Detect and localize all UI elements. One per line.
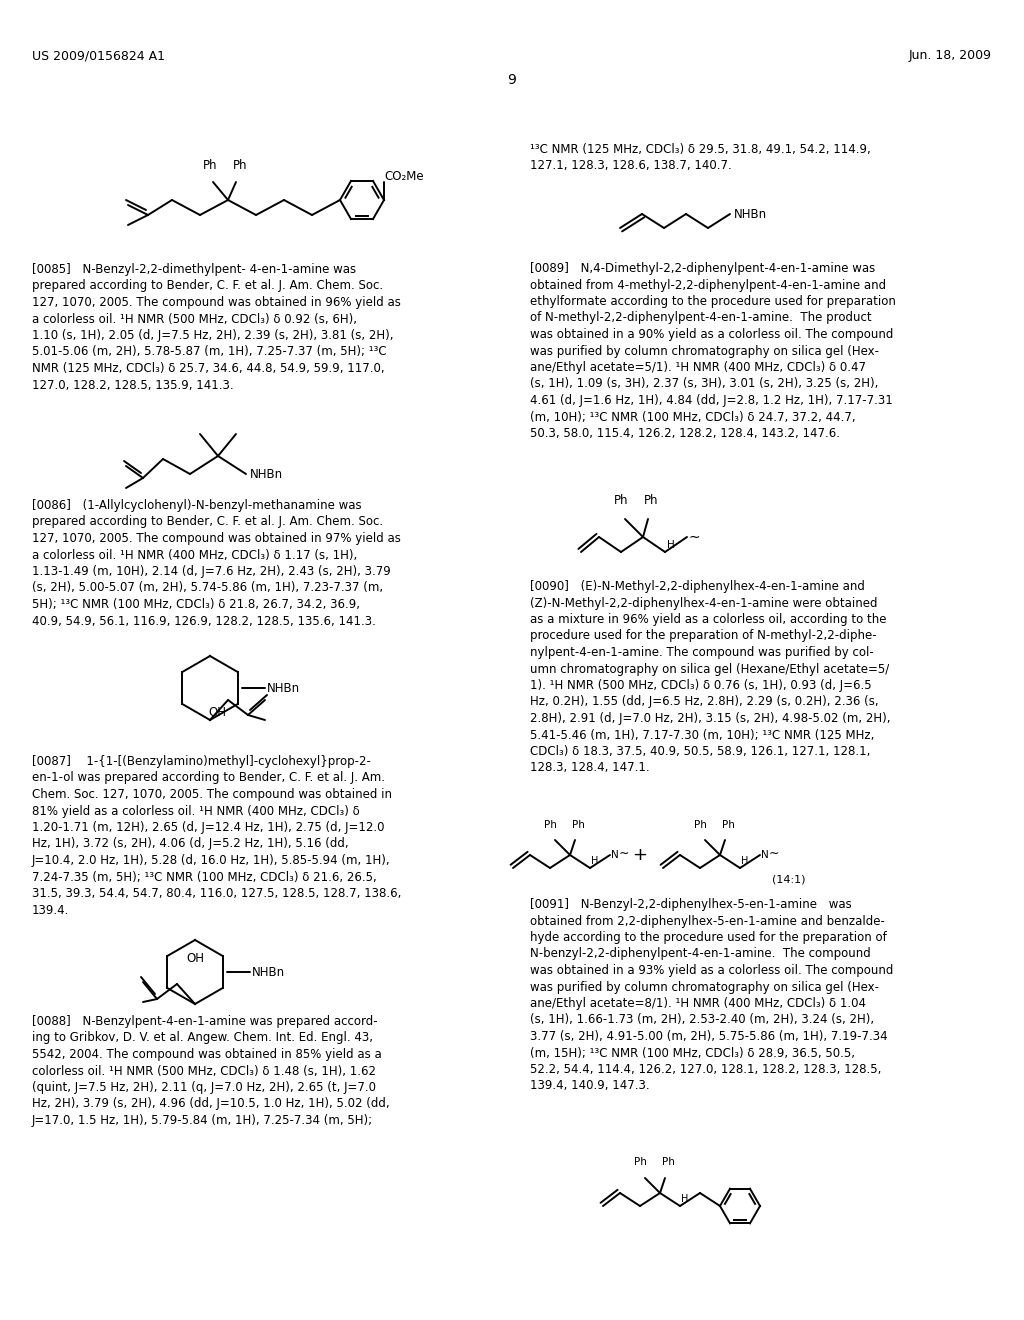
Text: [0088] N-Benzylpent-4-en-1-amine was prepared accord-
ing to Gribkov, D. V. et a: [0088] N-Benzylpent-4-en-1-amine was pre…: [32, 1015, 389, 1127]
Text: Ph: Ph: [613, 494, 629, 507]
Text: H: H: [591, 855, 598, 866]
Text: NHBn: NHBn: [734, 207, 767, 220]
Text: ∼: ∼: [769, 846, 779, 859]
Text: Ph: Ph: [722, 820, 734, 830]
Text: CO₂Me: CO₂Me: [384, 169, 424, 182]
Text: NHBn: NHBn: [250, 467, 283, 480]
Text: ∼: ∼: [618, 846, 630, 859]
Text: H: H: [741, 855, 749, 866]
Text: N: N: [611, 850, 618, 861]
Text: US 2009/0156824 A1: US 2009/0156824 A1: [32, 49, 165, 62]
Text: NHBn: NHBn: [267, 681, 300, 694]
Text: NHBn: NHBn: [252, 965, 285, 978]
Text: Ph: Ph: [662, 1158, 675, 1167]
Text: Ph: Ph: [203, 158, 217, 172]
Text: [0085] N-Benzyl-2,2-dimethylpent- 4-en-1-amine was
prepared according to Bender,: [0085] N-Benzyl-2,2-dimethylpent- 4-en-1…: [32, 263, 400, 392]
Text: Ph: Ph: [634, 1158, 646, 1167]
Text: N: N: [761, 850, 769, 861]
Text: OH: OH: [208, 706, 226, 719]
Text: OH: OH: [186, 952, 204, 965]
Text: 9: 9: [508, 73, 516, 87]
Text: H: H: [681, 1195, 688, 1204]
Text: +: +: [633, 846, 647, 865]
Text: Ph: Ph: [693, 820, 707, 830]
Text: Jun. 18, 2009: Jun. 18, 2009: [909, 49, 992, 62]
Text: Ph: Ph: [644, 494, 658, 507]
Text: ¹³C NMR (125 MHz, CDCl₃) δ 29.5, 31.8, 49.1, 54.2, 114.9,
127.1, 128.3, 128.6, 1: ¹³C NMR (125 MHz, CDCl₃) δ 29.5, 31.8, 4…: [530, 143, 870, 173]
Text: [0087]  1-{1-[(Benzylamino)methyl]-cyclohexyl}prop-2-
en-1-ol was prepared accor: [0087] 1-{1-[(Benzylamino)methyl]-cycloh…: [32, 755, 401, 916]
Text: [0086] (1-Allylcyclohenyl)-N-benzyl-methanamine was
prepared according to Bender: [0086] (1-Allylcyclohenyl)-N-benzyl-meth…: [32, 499, 400, 627]
Text: Ph: Ph: [571, 820, 585, 830]
Text: [0090] (E)-N-Methyl-2,2-diphenylhex-4-en-1-amine and
(Z)-N-Methyl-2,2-diphenylhe: [0090] (E)-N-Methyl-2,2-diphenylhex-4-en…: [530, 579, 891, 775]
Text: ∼: ∼: [689, 531, 700, 544]
Text: H: H: [667, 540, 675, 550]
Text: [0091] N-Benzyl-2,2-diphenylhex-5-en-1-amine was
obtained from 2,2-diphenylhex-5: [0091] N-Benzyl-2,2-diphenylhex-5-en-1-a…: [530, 898, 893, 1093]
Text: [0089] N,4-Dimethyl-2,2-diphenylpent-4-en-1-amine was
obtained from 4-methyl-2,2: [0089] N,4-Dimethyl-2,2-diphenylpent-4-e…: [530, 261, 896, 440]
Text: (14:1): (14:1): [772, 875, 806, 884]
Text: Ph: Ph: [232, 158, 247, 172]
Text: Ph: Ph: [544, 820, 556, 830]
